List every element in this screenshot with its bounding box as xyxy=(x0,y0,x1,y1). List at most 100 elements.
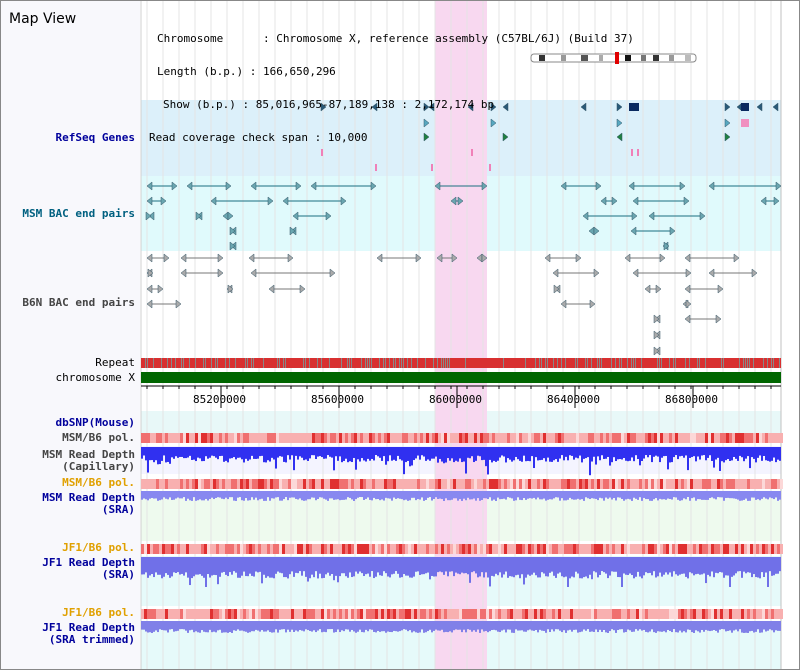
depth-bar xyxy=(663,447,665,457)
depth-bar xyxy=(731,557,733,577)
chromosome-bar xyxy=(141,372,781,383)
depth-bar xyxy=(631,447,633,458)
depth-bar xyxy=(379,491,381,501)
depth-bar xyxy=(391,447,393,461)
depth-bar xyxy=(573,491,575,500)
depth-bar xyxy=(533,491,535,498)
pol-cell xyxy=(270,609,273,619)
jf1-read-depth-sra-label[interactable]: JF1 Read Depth (SRA) xyxy=(1,557,135,581)
depth-bar xyxy=(677,557,679,576)
depth-bar xyxy=(207,491,209,501)
pol-cell xyxy=(654,609,657,619)
pol-cell xyxy=(195,544,198,554)
msm-b6-pol-label-2[interactable]: MSM/B6 pol. xyxy=(62,476,135,489)
pol-cell xyxy=(234,544,237,554)
pol-cell xyxy=(399,609,402,619)
depth-bar xyxy=(755,557,757,578)
b6n-bac-end xyxy=(653,314,660,324)
depth-bar xyxy=(757,621,759,630)
depth-bar xyxy=(361,557,363,574)
pol-cell xyxy=(300,544,303,554)
depth-bar xyxy=(193,491,195,498)
pol-cell xyxy=(615,609,618,619)
pol-cell xyxy=(198,544,201,554)
pol-cell xyxy=(252,479,255,489)
pol-cell xyxy=(690,609,693,619)
pol-cell xyxy=(339,433,342,443)
depth-bar xyxy=(739,447,741,456)
pol-cell xyxy=(633,609,636,619)
depth-bar xyxy=(709,491,711,499)
pol-cell xyxy=(588,544,591,554)
pol-cell xyxy=(495,544,498,554)
jf1-read-depth-trimmed-label[interactable]: JF1 Read Depth (SRA trimmed) xyxy=(1,622,135,646)
pol-cell xyxy=(570,609,573,619)
pol-cell xyxy=(657,479,660,489)
depth-bar xyxy=(549,447,551,462)
b6n-bac-end xyxy=(157,284,164,294)
depth-bar xyxy=(223,557,225,572)
ideogram-band xyxy=(581,55,588,61)
pol-cell xyxy=(732,544,735,554)
depth-bar xyxy=(771,447,773,461)
depth-bar xyxy=(277,621,279,633)
pol-cell xyxy=(600,544,603,554)
pol-cell xyxy=(159,544,162,554)
depth-bar xyxy=(569,557,571,579)
depth-bar xyxy=(157,557,159,575)
refseq-gene xyxy=(724,132,731,142)
pol-cell xyxy=(354,609,357,619)
pol-cell xyxy=(750,433,753,443)
depth-bar xyxy=(355,447,357,470)
repeat-gap xyxy=(361,358,362,368)
depth-bar xyxy=(219,447,221,457)
depth-bar xyxy=(281,557,283,574)
depth-bar xyxy=(709,621,711,632)
depth-bar xyxy=(647,621,649,633)
jf1-b6-pol-label-2[interactable]: JF1/B6 pol. xyxy=(62,606,135,619)
pol-cell xyxy=(423,609,426,619)
depth-bar xyxy=(609,491,611,498)
pol-cell xyxy=(504,479,507,489)
pol-cell xyxy=(666,433,669,443)
pol-cell xyxy=(582,479,585,489)
depth-bar xyxy=(709,557,711,577)
depth-bar xyxy=(283,447,285,462)
msm-read-depth-capillary-label[interactable]: MSM Read Depth (Capillary) xyxy=(1,449,135,473)
b6n-bac-end-pairs-label[interactable]: B6N BAC end pairs xyxy=(22,296,135,309)
msm-read-depth-sra-label[interactable]: MSM Read Depth (SRA) xyxy=(1,492,135,516)
pol-cell xyxy=(495,479,498,489)
depth-bar xyxy=(721,491,723,498)
dbsnp-label[interactable]: dbSNP(Mouse) xyxy=(55,416,135,429)
depth-bar xyxy=(701,621,703,630)
pol-cell xyxy=(249,544,252,554)
pol-cell xyxy=(597,544,600,554)
pol-cell xyxy=(528,479,531,489)
pol-cell xyxy=(777,479,780,489)
depth-bar xyxy=(543,491,545,499)
repeat-gap xyxy=(503,358,504,368)
pol-cell xyxy=(324,479,327,489)
depth-bar xyxy=(311,621,313,632)
depth-bar xyxy=(319,557,321,574)
depth-bar xyxy=(769,557,771,572)
jf1-b6-pol-label-1[interactable]: JF1/B6 pol. xyxy=(62,541,135,554)
refseq-genes-label[interactable]: RefSeq Genes xyxy=(55,131,135,144)
pol-cell xyxy=(723,479,726,489)
depth-bar xyxy=(319,491,321,498)
msm-b6-pol-label-1[interactable]: MSM/B6 pol. xyxy=(62,431,135,444)
repeat-gap xyxy=(189,358,190,368)
depth-bar xyxy=(723,447,725,463)
depth-bar xyxy=(173,557,175,573)
depth-bar xyxy=(149,447,151,461)
msm-bac-end-pairs-label[interactable]: MSM BAC end pairs xyxy=(22,207,135,220)
depth-bar xyxy=(143,621,145,630)
length-info: Length (b.p.) : 166,650,296 xyxy=(157,65,336,78)
depth-bar xyxy=(327,557,329,573)
depth-bar xyxy=(445,491,447,499)
depth-bar xyxy=(517,557,519,575)
depth-bar xyxy=(677,447,679,460)
depth-bar xyxy=(599,621,601,630)
depth-bar xyxy=(297,557,299,574)
